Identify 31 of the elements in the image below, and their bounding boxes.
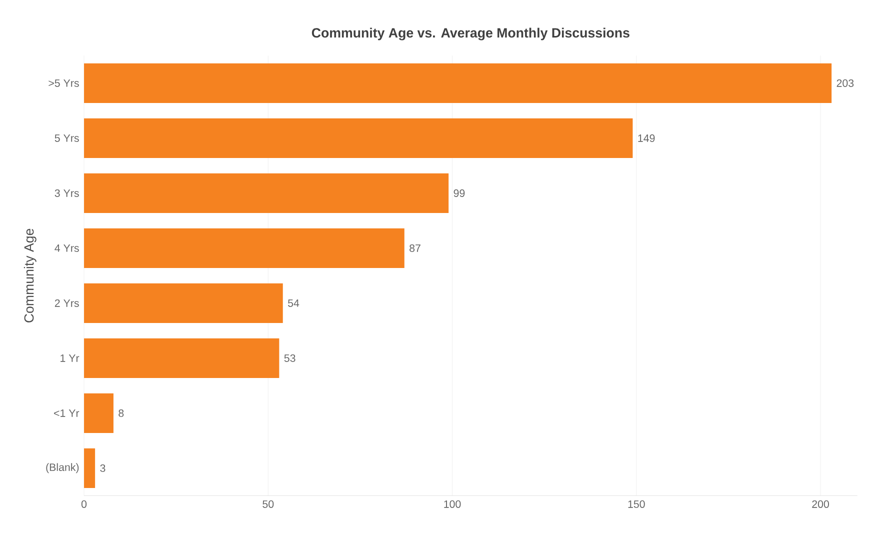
x-tick-label: 100	[444, 500, 461, 508]
bar	[84, 393, 114, 433]
x-tick-label: 0	[81, 500, 87, 508]
data-label: 3	[100, 464, 106, 472]
bar	[84, 448, 96, 488]
data-label: 54	[288, 299, 300, 307]
y-tick-label: 2 Yrs	[54, 299, 79, 307]
bar	[84, 118, 633, 158]
y-tick-label: 1 Yr	[60, 354, 80, 362]
data-label: 99	[454, 189, 465, 197]
data-label: 203	[836, 79, 854, 87]
data-label: 53	[284, 354, 296, 362]
bar	[84, 338, 280, 378]
data-label: 8	[118, 409, 124, 417]
chart-title: Community Age vs. Average Monthly Discussions	[312, 28, 630, 40]
bar	[84, 173, 449, 213]
bar	[84, 283, 283, 323]
data-label: 149	[638, 134, 655, 142]
x-tick-label: 50	[262, 500, 274, 508]
x-tick-label: 150	[628, 500, 645, 508]
y-tick-label: <1 Yr	[54, 409, 80, 417]
y-tick-label: (Blank)	[46, 463, 79, 474]
y-tick-label: 5 Yrs	[54, 134, 79, 142]
bar	[84, 228, 404, 268]
data-label: 87	[410, 244, 420, 252]
y-axis-title: Community Age	[24, 228, 36, 322]
x-tick-label: 200	[812, 500, 829, 508]
y-tick-label: >5 Yrs	[48, 79, 79, 87]
y-tick-label: 3 Yrs	[54, 189, 79, 197]
bar	[84, 63, 832, 103]
y-tick-label: 4 Yrs	[54, 244, 79, 252]
